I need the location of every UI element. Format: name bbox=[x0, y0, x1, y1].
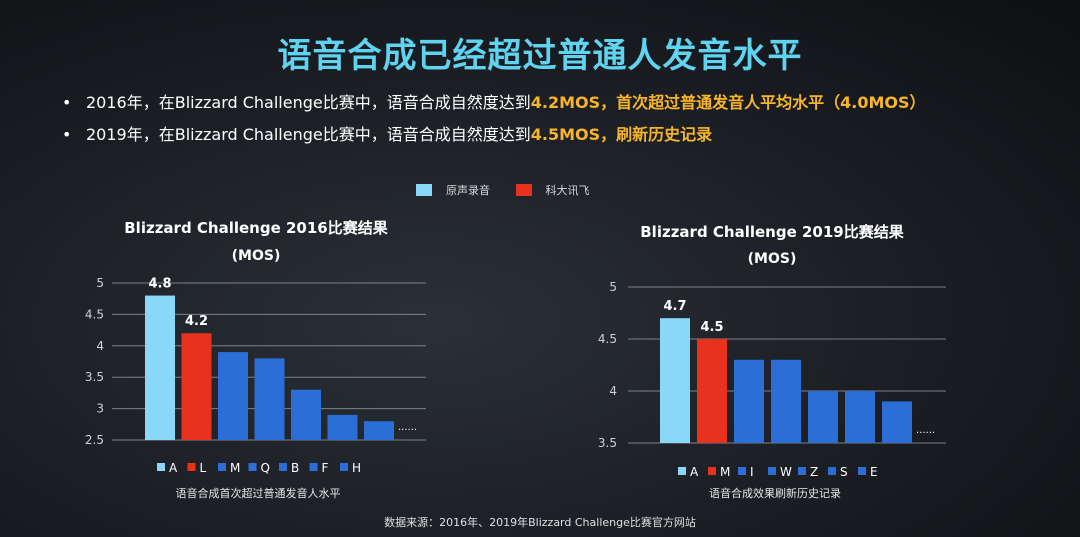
chart-subtitle: (MOS) bbox=[232, 248, 281, 264]
bar-ellipsis: ...... bbox=[916, 425, 935, 436]
legend-label: 原声录音 bbox=[446, 184, 490, 197]
legend-label: 科大讯飞 bbox=[545, 184, 590, 197]
x-legend-swatch bbox=[828, 467, 836, 475]
bullet-text: 2019年，在Blizzard Challenge比赛中，语音合成自然度达到 bbox=[86, 125, 531, 144]
x-legend-swatch bbox=[798, 467, 806, 475]
y-tick-label: 3.5 bbox=[85, 370, 104, 384]
bar-S bbox=[845, 391, 875, 443]
legend-swatch-natural bbox=[416, 184, 432, 196]
x-tick-label: M bbox=[720, 465, 730, 479]
data-label: 4.7 bbox=[663, 299, 686, 314]
bar-ellipsis: ...... bbox=[398, 422, 417, 433]
x-tick-label: A bbox=[690, 465, 699, 479]
bar-Z bbox=[808, 391, 838, 443]
x-legend-swatch bbox=[340, 463, 348, 471]
x-tick-label: Q bbox=[261, 461, 270, 475]
x-legend-swatch bbox=[279, 463, 287, 471]
x-legend-swatch bbox=[738, 467, 746, 475]
x-tick-label: A bbox=[169, 461, 178, 475]
legend-item-iflytek: 科大讯飞 bbox=[515, 182, 590, 198]
x-tick-label: E bbox=[870, 465, 878, 479]
bullet-item-2016: • 2016年，在Blizzard Challenge比赛中，语音合成自然度达到4… bbox=[62, 90, 926, 122]
bar-B bbox=[291, 389, 321, 440]
bullet-text: 2016年，在Blizzard Challenge比赛中，语音合成自然度达到 bbox=[86, 93, 531, 112]
bullet-dot: • bbox=[62, 125, 72, 144]
data-label: 4.2 bbox=[185, 314, 208, 329]
bullet-item-2019: • 2019年，在Blizzard Challenge比赛中，语音合成自然度达到4… bbox=[62, 122, 926, 154]
y-tick-label: 2.5 bbox=[85, 433, 104, 447]
data-source-note: 数据来源：2016年、2019年Blizzard Challenge比赛官方网站 bbox=[384, 516, 696, 529]
bar-W bbox=[771, 359, 801, 443]
y-tick-label: 4.5 bbox=[598, 332, 617, 346]
y-tick-label: 4.5 bbox=[85, 307, 104, 321]
x-legend-swatch bbox=[768, 467, 776, 475]
x-legend-swatch bbox=[708, 467, 716, 475]
chart-title: Blizzard Challenge 2019比赛结果 bbox=[640, 223, 904, 241]
x-tick-label: F bbox=[322, 461, 329, 475]
x-legend-swatch bbox=[858, 467, 866, 475]
bar-L bbox=[181, 333, 212, 440]
x-tick-label: Z bbox=[810, 465, 818, 479]
y-tick-label: 5 bbox=[609, 280, 617, 294]
bar-I bbox=[734, 359, 764, 443]
x-tick-label: I bbox=[750, 465, 754, 479]
chart-title: Blizzard Challenge 2016比赛结果 bbox=[124, 219, 388, 237]
y-tick-label: 4 bbox=[609, 384, 617, 398]
bar-Q bbox=[254, 358, 285, 440]
y-tick-label: 4 bbox=[96, 339, 104, 353]
x-legend-swatch bbox=[218, 463, 226, 471]
legend-swatch-iflytek bbox=[515, 184, 532, 196]
x-tick-label: L bbox=[200, 461, 207, 475]
data-label: 4.8 bbox=[148, 277, 171, 292]
y-tick-label: 5 bbox=[96, 276, 104, 290]
legend-item-natural: 原声录音 bbox=[416, 182, 490, 198]
bullet-list: • 2016年，在Blizzard Challenge比赛中，语音合成自然度达到4… bbox=[62, 90, 926, 154]
chart-subtitle: (MOS) bbox=[748, 251, 797, 267]
bar-A bbox=[145, 295, 175, 440]
x-tick-label: B bbox=[291, 461, 299, 475]
x-legend-swatch bbox=[187, 463, 196, 471]
bullet-highlight: 4.5MOS，刷新历史记录 bbox=[530, 125, 713, 144]
bar-F bbox=[327, 414, 358, 440]
bar-H bbox=[364, 421, 394, 440]
x-legend-swatch bbox=[309, 463, 318, 471]
x-axis-label: 语音合成效果刷新历史记录 bbox=[709, 486, 841, 500]
data-label: 4.5 bbox=[700, 320, 723, 335]
x-tick-label: W bbox=[780, 465, 792, 479]
x-legend-swatch bbox=[157, 463, 165, 471]
bar-M bbox=[218, 352, 248, 440]
x-tick-label: S bbox=[840, 465, 848, 479]
page-title: 语音合成已经超过普通人发音水平 bbox=[277, 36, 803, 76]
x-axis-label: 语音合成首次超过普通发音人水平 bbox=[176, 486, 341, 500]
bullet-highlight: 4.2MOS，首次超过普通发音人平均水平（4.0MOS） bbox=[530, 93, 926, 112]
bar-E bbox=[882, 401, 912, 443]
bar-A bbox=[660, 318, 690, 443]
bullet-dot: • bbox=[62, 93, 72, 112]
y-tick-label: 3 bbox=[96, 402, 104, 416]
x-legend-swatch bbox=[248, 463, 257, 471]
bar-M bbox=[697, 339, 727, 443]
x-tick-label: H bbox=[352, 461, 361, 475]
x-tick-label: M bbox=[230, 461, 240, 475]
y-tick-label: 3.5 bbox=[598, 436, 617, 450]
chart-legend: 原声录音 科大讯飞 bbox=[416, 182, 612, 198]
x-legend-swatch bbox=[678, 467, 686, 475]
